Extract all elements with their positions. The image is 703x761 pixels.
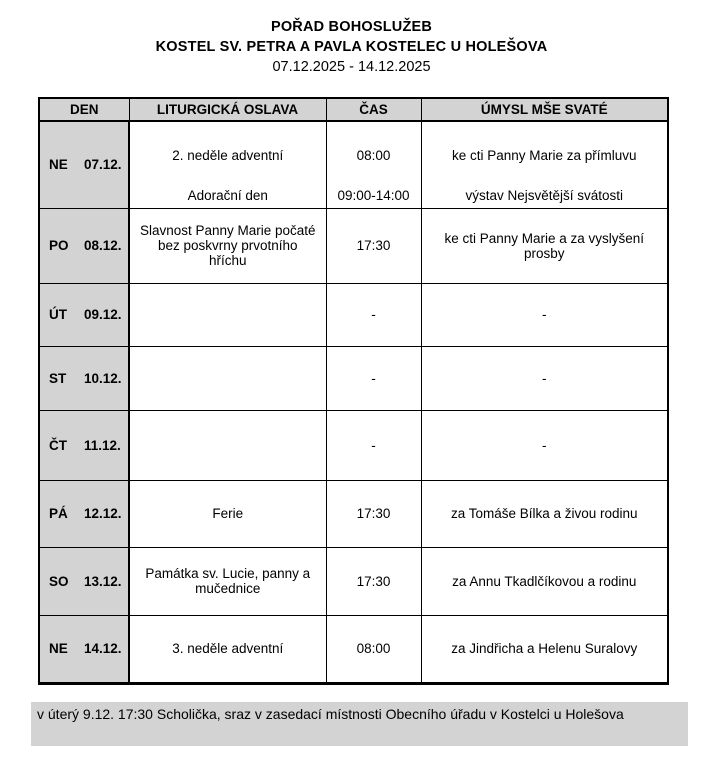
day-abbr: SO bbox=[49, 573, 69, 589]
day-cell: PO 08.12. bbox=[38, 207, 130, 284]
day-cell: NE 14.12. bbox=[38, 614, 130, 684]
table-row: PO 08.12. Slavnost Panny Marie počaté bez… bbox=[38, 207, 669, 284]
intention-cell: - bbox=[420, 409, 669, 481]
celebration-cell: 2. neděle adventní Adorační den bbox=[128, 120, 327, 209]
table-row: ČT 11.12. - - bbox=[38, 409, 669, 481]
table-row: PÁ 12.12. Ferie 17:30 za Tomáše Bílka a ž… bbox=[38, 479, 669, 548]
intention-cell: ke cti Panny Marie za přímluvu výstav Ne… bbox=[420, 120, 669, 209]
table-row: NE 14.12. 3. neděle adventní 08:00 za Jin… bbox=[38, 614, 669, 684]
day-cell: PÁ 12.12. bbox=[38, 479, 130, 548]
celebration-cell: Památka sv. Lucie, panny a mučednice bbox=[128, 546, 327, 616]
column-header-day: DEN bbox=[38, 97, 130, 122]
day-date: 13.12. bbox=[84, 573, 122, 589]
celebration-cell bbox=[128, 282, 327, 347]
celebration-cell: Slavnost Panny Marie počaté bez poskvrny… bbox=[128, 207, 327, 284]
celebration-text-secondary: Adorační den bbox=[187, 188, 268, 204]
intention-text-secondary: výstav Nejsvětější svátosti bbox=[465, 188, 624, 204]
day-abbr: ČT bbox=[49, 437, 67, 453]
time-text-secondary: 09:00-14:00 bbox=[337, 188, 410, 204]
day-abbr: NE bbox=[49, 157, 68, 173]
time-cell: 17:30 bbox=[325, 207, 422, 284]
time-cell: 17:30 bbox=[325, 546, 422, 616]
table-row: SO 13.12. Památka sv. Lucie, panny a muče… bbox=[38, 546, 669, 616]
day-abbr: ST bbox=[49, 370, 67, 386]
document-header: POŘAD BOHOSLUŽEB KOSTEL SV. PETRA A PAVL… bbox=[0, 0, 703, 77]
intention-cell: za Jindřicha a Helenu Suralovy bbox=[420, 614, 669, 684]
schedule-table: DEN LITURGICKÁ OSLAVA ČAS ÚMYSL MŠE SVAT… bbox=[38, 97, 669, 685]
day-date: 12.12. bbox=[84, 506, 122, 521]
intention-cell: za Annu Tkadlčíkovou a rodinu bbox=[420, 546, 669, 616]
day-cell: ST 10.12. bbox=[38, 345, 130, 411]
day-abbr: NE bbox=[49, 641, 68, 656]
celebration-cell: Ferie bbox=[128, 479, 327, 548]
day-date: 14.12. bbox=[84, 641, 122, 656]
time-cell: 17:30 bbox=[325, 479, 422, 548]
day-date: 07.12. bbox=[84, 157, 122, 173]
column-header-celebration: LITURGICKÁ OSLAVA bbox=[128, 97, 327, 122]
day-cell: ČT 11.12. bbox=[38, 409, 130, 481]
table-header-row: DEN LITURGICKÁ OSLAVA ČAS ÚMYSL MŠE SVAT… bbox=[38, 97, 669, 122]
time-cell: - bbox=[325, 282, 422, 347]
footer-note: v úterý 9.12. 17:30 Scholička, sraz v za… bbox=[31, 701, 688, 746]
time-cell: - bbox=[325, 345, 422, 411]
celebration-cell bbox=[128, 345, 327, 411]
time-cell: 08:00 bbox=[325, 614, 422, 684]
table-row: ST 10.12. - - bbox=[38, 345, 669, 411]
celebration-text: 2. neděle adventní bbox=[172, 148, 284, 164]
church-name: KOSTEL SV. PETRA A PAVLA KOSTELEC U HOLE… bbox=[155, 39, 548, 55]
day-abbr: ÚT bbox=[49, 307, 67, 322]
time-cell: 08:00 09:00-14:00 bbox=[325, 120, 422, 209]
day-cell: ÚT 09.12. bbox=[38, 282, 130, 347]
celebration-cell: 3. neděle adventní bbox=[128, 614, 327, 684]
day-date: 10.12. bbox=[84, 370, 122, 386]
table-row: ÚT 09.12. - - bbox=[38, 282, 669, 347]
day-cell: NE 07.12. bbox=[38, 120, 130, 209]
intention-cell: ke cti Panny Marie a za vyslyšení prosby bbox=[420, 207, 669, 284]
date-range: 07.12.2025 - 14.12.2025 bbox=[272, 59, 431, 75]
intention-text: ke cti Panny Marie za přímluvu bbox=[451, 148, 637, 164]
intention-cell: - bbox=[420, 282, 669, 347]
column-header-time: ČAS bbox=[325, 97, 422, 122]
day-cell: SO 13.12. bbox=[38, 546, 130, 616]
day-date: 09.12. bbox=[84, 307, 122, 322]
day-abbr: PO bbox=[49, 238, 69, 253]
column-header-intention: ÚMYSL MŠE SVATÉ bbox=[420, 97, 669, 122]
time-cell: - bbox=[325, 409, 422, 481]
day-abbr: PÁ bbox=[49, 506, 68, 521]
day-date: 08.12. bbox=[84, 238, 122, 253]
table-row: NE 07.12. 2. neděle adventní Adorační den… bbox=[38, 120, 669, 209]
intention-cell: - bbox=[420, 345, 669, 411]
document-title: POŘAD BOHOSLUŽEB bbox=[270, 19, 433, 35]
intention-cell: za Tomáše Bílka a živou rodinu bbox=[420, 479, 669, 548]
time-text: 08:00 bbox=[356, 148, 391, 164]
celebration-cell bbox=[128, 409, 327, 481]
day-date: 11.12. bbox=[84, 437, 121, 453]
